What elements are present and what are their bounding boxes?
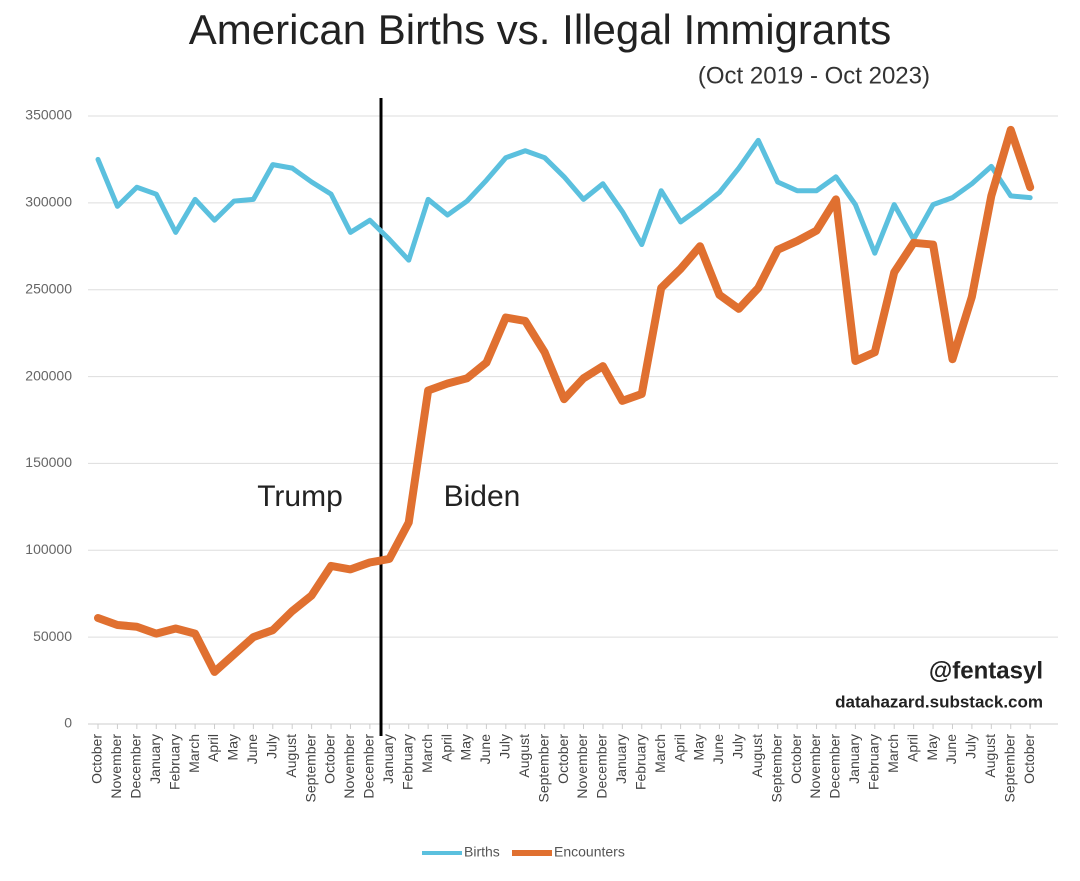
x-tick-label: October <box>788 734 804 784</box>
x-tick-label: March <box>885 734 901 773</box>
x-tick-label: November <box>341 734 357 799</box>
y-tick-label: 50000 <box>33 628 72 644</box>
x-tick-label: May <box>924 734 940 760</box>
x-tick-label: January <box>613 734 629 784</box>
x-tick-label: May <box>225 734 241 760</box>
x-tick-label: April <box>438 734 454 762</box>
x-tick-label: December <box>128 734 144 799</box>
x-tick-label: September <box>535 734 551 803</box>
x-tick-label: August <box>283 734 299 778</box>
x-tick-label: June <box>244 734 260 765</box>
x-tick-label: March <box>652 734 668 773</box>
x-tick-label: August <box>749 734 765 778</box>
y-tick-label: 300000 <box>25 194 72 210</box>
x-tick-label: November <box>108 734 124 799</box>
x-tick-label: August <box>982 734 998 778</box>
y-tick-label: 200000 <box>25 367 72 383</box>
y-tick-label: 150000 <box>25 454 72 470</box>
y-tick-label: 250000 <box>25 280 72 296</box>
y-tick-label: 350000 <box>25 107 72 123</box>
legend-label: Births <box>464 844 500 860</box>
x-tick-label: July <box>963 734 979 759</box>
annotation: @fentasyl <box>929 657 1043 684</box>
series-line <box>95 137 1033 263</box>
chart-title: American Births vs. Illegal Immigrants <box>189 6 892 53</box>
x-tick-label: January <box>147 734 163 784</box>
annotation: Biden <box>444 480 521 513</box>
x-tick-label: October <box>1021 734 1037 784</box>
x-tick-label: August <box>516 734 532 778</box>
x-tick-label: October <box>555 734 571 784</box>
x-tick-label: February <box>866 734 882 790</box>
legend-label: Encounters <box>554 844 625 860</box>
x-tick-label: September <box>302 734 318 803</box>
x-tick-label: May <box>691 734 707 760</box>
annotation: Trump <box>257 480 343 513</box>
x-tick-label: March <box>186 734 202 773</box>
x-tick-label: October <box>322 734 338 784</box>
x-tick-label: April <box>904 734 920 762</box>
x-tick-label: October <box>89 734 105 784</box>
x-tick-label: November <box>574 734 590 799</box>
x-tick-label: June <box>710 734 726 765</box>
chart-subtitle: (Oct 2019 - Oct 2023) <box>698 62 930 89</box>
x-tick-label: February <box>632 734 648 790</box>
x-tick-label: April <box>671 734 687 762</box>
x-tick-label: November <box>807 734 823 799</box>
annotation: datahazard.substack.com <box>835 692 1043 711</box>
x-tick-label: April <box>205 734 221 762</box>
x-tick-label: December <box>594 734 610 799</box>
x-tick-label: December <box>361 734 377 799</box>
x-tick-label: January <box>846 734 862 784</box>
x-tick-label: September <box>1001 734 1017 803</box>
x-tick-label: June <box>477 734 493 765</box>
x-tick-label: June <box>943 734 959 765</box>
x-tick-label: July <box>730 734 746 759</box>
x-tick-label: May <box>458 734 474 760</box>
x-tick-label: February <box>166 734 182 790</box>
series-line <box>94 125 1035 676</box>
x-tick-label: February <box>399 734 415 790</box>
x-tick-label: December <box>827 734 843 799</box>
y-tick-label: 0 <box>64 715 72 731</box>
y-tick-label: 100000 <box>25 541 72 557</box>
x-tick-label: March <box>419 734 435 773</box>
x-tick-label: January <box>380 734 396 784</box>
x-tick-label: July <box>497 734 513 759</box>
x-tick-label: September <box>768 734 784 803</box>
x-tick-label: July <box>263 734 279 759</box>
